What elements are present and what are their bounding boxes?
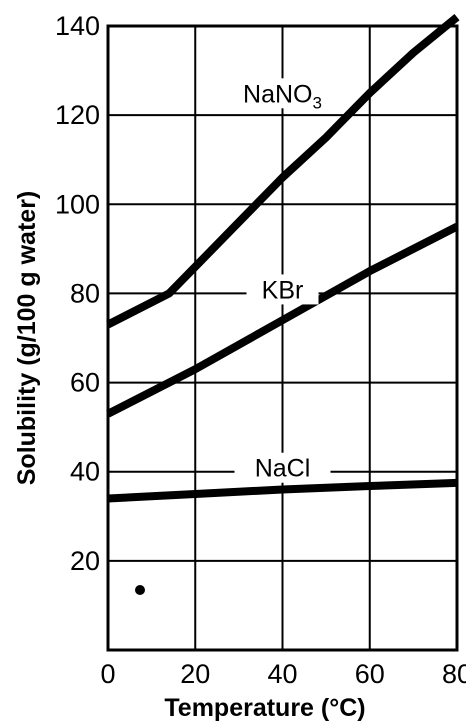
x-tick-label-0: 0 xyxy=(100,659,115,689)
series-label-bg-kbr xyxy=(246,274,319,305)
y-tick-label-20: 20 xyxy=(70,546,100,576)
x-tick-label-40: 40 xyxy=(267,659,297,689)
plot-frame xyxy=(106,24,459,652)
y-tick-label-100: 100 xyxy=(55,189,100,219)
x-tick-labels: 0 20 40 60 80 xyxy=(100,659,466,689)
series-label-bg-nacl xyxy=(234,452,331,483)
series-lines xyxy=(106,14,460,503)
x-tick-label-80: 80 xyxy=(442,659,466,689)
series-label-nano3: NaNO3 xyxy=(243,80,322,112)
series-label-kbr: KBr xyxy=(262,276,304,304)
y-tick-labels: 20 40 60 80 100 120 140 xyxy=(55,11,100,576)
y-tick-label-60: 60 xyxy=(70,368,100,398)
y-tick-label-80: 80 xyxy=(70,278,100,308)
y-axis-title: Solubility (g/100 g water) xyxy=(13,191,41,486)
x-axis-title: Temperature (°C) xyxy=(164,694,365,722)
x-tick-label-60: 60 xyxy=(355,659,385,689)
y-tick-label-120: 120 xyxy=(55,100,100,130)
y-tick-label-140: 140 xyxy=(55,11,100,41)
x-tick-label-20: 20 xyxy=(180,659,210,689)
series-labels: NaNO3 KBr NaCl xyxy=(223,78,342,483)
series-line-nacl xyxy=(107,478,458,503)
series-label-nacl: NaCl xyxy=(255,455,311,483)
series-label-bg-nano3 xyxy=(223,78,342,109)
stray-dot-mark xyxy=(135,585,145,595)
y-tick-label-40: 40 xyxy=(70,457,100,487)
series-line-nano3 xyxy=(106,14,460,329)
grid-lines xyxy=(108,26,457,650)
series-line-kbr xyxy=(106,223,459,418)
